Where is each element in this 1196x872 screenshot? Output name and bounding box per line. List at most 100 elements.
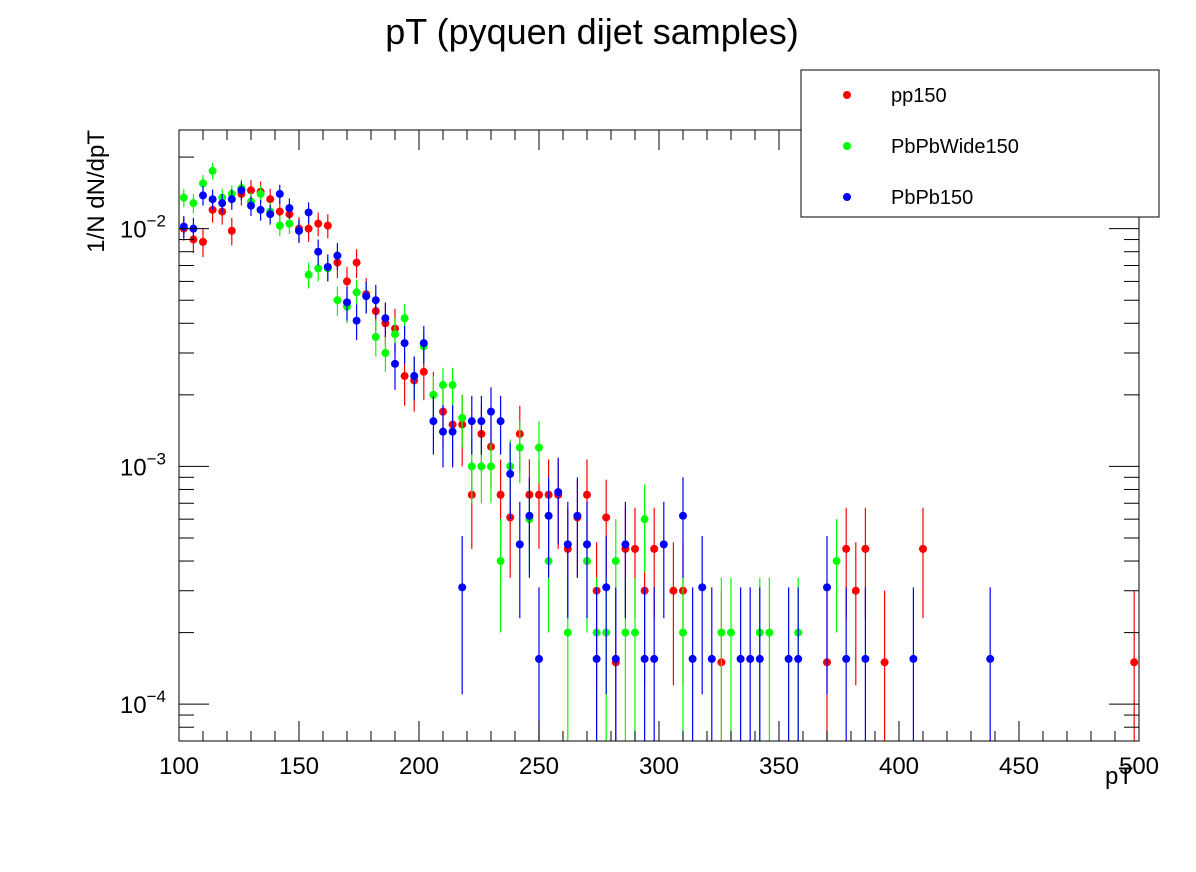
data-point [679, 628, 687, 637]
legend: pp150 PbPbWide150 PbPb150 [800, 69, 1160, 218]
y-tick-exponent: −2 [147, 212, 166, 231]
data-point [506, 469, 515, 478]
data-point [919, 544, 927, 553]
data-point [544, 511, 553, 520]
data-point [496, 490, 505, 499]
data-point [314, 264, 323, 273]
data-point [285, 204, 294, 213]
data-point [227, 226, 236, 235]
data-point [535, 490, 543, 499]
data-point [650, 654, 659, 663]
y-tick-label: 10−2 [120, 212, 166, 244]
data-point [304, 224, 313, 233]
data-point [429, 417, 438, 426]
legend-label: PbPbWide150 [891, 136, 1019, 158]
data-point [419, 339, 428, 348]
data-point [688, 654, 697, 663]
data-point [266, 210, 275, 219]
data-point [400, 314, 409, 323]
data-point [515, 443, 524, 452]
data-point [861, 544, 870, 553]
data-point [573, 511, 582, 520]
data-point [640, 654, 649, 663]
x-tick-label: 450 [999, 753, 1039, 780]
data-point [611, 557, 620, 566]
data-point [832, 557, 841, 566]
data-point [861, 654, 870, 663]
chart-title: pT (pyquen dijet samples) [385, 11, 799, 52]
y-axis-label: 1/N dN/dpT [83, 130, 110, 253]
series-PbPb150 [179, 181, 995, 741]
data-point [467, 417, 476, 426]
y-tick-label: 10−4 [120, 687, 166, 719]
data-point [439, 427, 447, 436]
data-point [746, 654, 755, 663]
data-point [333, 251, 342, 260]
data-point [794, 654, 803, 663]
x-tick-label: 200 [399, 753, 439, 780]
data-point [583, 540, 591, 549]
data-point [650, 544, 659, 553]
x-tick-label: 500 [1119, 753, 1159, 780]
data-point [343, 277, 351, 286]
data-point [602, 513, 611, 522]
data-point [304, 208, 313, 217]
data-point [535, 443, 543, 452]
data-point [371, 296, 380, 305]
data-point [467, 462, 476, 471]
data-point [333, 296, 342, 305]
data-point [448, 427, 457, 436]
data-point [247, 201, 255, 210]
data-point [477, 417, 486, 426]
data-point [419, 367, 428, 376]
legend-entries: pp150 PbPbWide150 PbPb150 [843, 85, 1019, 209]
data-point [295, 226, 303, 235]
data-point [199, 237, 207, 246]
y-tick-exponent: −3 [147, 449, 166, 468]
data-point [535, 654, 543, 663]
x-tick-label: 150 [279, 753, 319, 780]
data-point [275, 207, 284, 216]
data-point [439, 381, 447, 390]
data-point [410, 372, 419, 381]
data-point [227, 195, 236, 204]
data-point [391, 359, 399, 368]
data-point [611, 654, 620, 663]
data-point [765, 628, 774, 637]
data-point [448, 381, 457, 390]
data-point [909, 654, 918, 663]
data-point [640, 515, 649, 524]
data-point [179, 222, 188, 231]
legend-box [800, 69, 1160, 218]
data-point [727, 628, 735, 637]
data-point [717, 628, 726, 637]
data-point [496, 417, 505, 426]
data-point [525, 511, 534, 520]
x-tick-label: 400 [879, 753, 919, 780]
data-point [314, 247, 323, 256]
data-point [371, 333, 380, 342]
data-point [851, 586, 860, 595]
data-point [199, 191, 207, 200]
data-point [458, 413, 467, 422]
data-point [477, 462, 486, 471]
legend-marker [843, 91, 851, 99]
data-point [842, 544, 851, 553]
x-axis-label: pT [1105, 763, 1133, 790]
data-point [736, 654, 745, 663]
data-point [362, 292, 371, 301]
data-point [275, 221, 284, 230]
data-point [487, 462, 495, 471]
data-point [631, 544, 639, 553]
y-tick-label: 10−3 [120, 449, 166, 481]
y-tick-base: 10 [120, 692, 147, 719]
data-point [285, 219, 294, 228]
data-point [583, 490, 591, 499]
data-point [400, 372, 409, 381]
data-point [784, 654, 793, 663]
data-point [208, 166, 217, 175]
data-point [266, 195, 275, 204]
data-point [563, 628, 572, 637]
data-point [515, 540, 524, 549]
